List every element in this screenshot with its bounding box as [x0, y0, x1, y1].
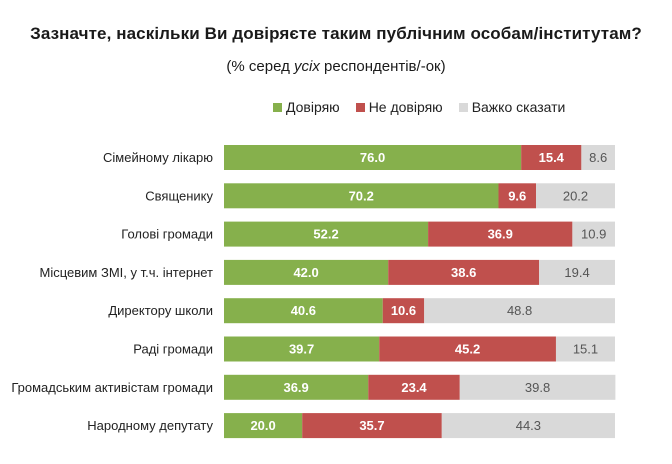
legend-item-trust: Довіряю	[273, 99, 340, 115]
data-label-hard-to-say: 20.2	[563, 188, 588, 203]
legend-item-distrust: Не довіряю	[355, 99, 443, 115]
data-label-hard-to-say: 19.4	[564, 265, 589, 280]
legend-label-distrust: Не довіряю	[368, 99, 443, 115]
data-label-trust: 52.2	[313, 227, 338, 242]
data-label-trust: 20.0	[250, 418, 275, 433]
category-label: Священику	[145, 188, 213, 203]
bar-segment-trust	[224, 413, 303, 439]
bar-segment-hard-to-say	[536, 183, 615, 209]
bar-segment-trust	[224, 183, 499, 209]
bar-segment-hard-to-say	[572, 221, 615, 247]
bar-segment-trust	[224, 259, 389, 285]
chart-legend: Довіряю Не довіряю Важко сказати	[273, 99, 581, 115]
chart-subtitle: (% серед усіх респондентів/-ок)	[0, 58, 672, 75]
data-label-trust: 39.7	[289, 342, 314, 357]
data-label-hard-to-say: 39.8	[525, 380, 550, 395]
bar-segment-distrust	[302, 413, 442, 439]
subtitle-emphasis: усіх	[294, 58, 320, 75]
category-label: Директору школи	[108, 303, 213, 318]
data-label-hard-to-say: 15.1	[573, 342, 598, 357]
data-label-distrust: 36.9	[488, 227, 513, 242]
data-label-trust: 36.9	[283, 380, 308, 395]
data-label-distrust: 15.4	[539, 150, 565, 165]
category-label: Сімейному лікарю	[103, 150, 213, 165]
chart-title: Зазначте, наскільки Ви довіряєте таким п…	[30, 24, 642, 43]
bar-segment-trust	[224, 298, 383, 324]
legend-swatch-hard-to-say	[458, 102, 468, 112]
bar-segment-trust	[224, 336, 380, 362]
bar-segment-hard-to-say	[459, 374, 616, 400]
bar-segment-distrust	[382, 298, 425, 324]
data-label-hard-to-say: 48.8	[507, 303, 532, 318]
data-label-trust: 76.0	[360, 150, 385, 165]
bar-segment-distrust	[388, 259, 540, 285]
data-label-distrust: 38.6	[451, 265, 476, 280]
data-label-trust: 70.2	[349, 188, 374, 203]
legend-swatch-trust	[273, 102, 282, 112]
legend-item-hard-to-say: Важко сказати	[458, 99, 566, 115]
data-label-hard-to-say: 44.3	[516, 418, 541, 433]
subtitle-prefix: (% серед	[226, 58, 295, 75]
legend-label-trust: Довіряю	[286, 99, 340, 115]
category-label: Народному депутату	[87, 418, 213, 433]
subtitle-suffix: респондентів/-ок)	[319, 58, 446, 75]
data-label-trust: 40.6	[291, 303, 316, 318]
bar-segment-hard-to-say	[581, 145, 615, 170]
bar-segment-hard-to-say	[441, 413, 615, 439]
category-label: Голові громади	[121, 227, 213, 242]
data-label-distrust: 10.6	[391, 303, 416, 318]
bar-segment-distrust	[498, 183, 537, 209]
bar-segment-hard-to-say	[424, 298, 615, 324]
bar-segment-trust	[224, 221, 429, 247]
bar-segment-trust	[224, 145, 522, 170]
bar-segment-distrust	[428, 221, 573, 247]
bar-segment-distrust	[521, 145, 582, 170]
category-label: Громадським активістам громади	[11, 380, 213, 395]
data-label-distrust: 9.6	[508, 188, 526, 203]
bar-segment-hard-to-say	[539, 259, 615, 285]
category-label: Раді громади	[133, 342, 213, 357]
category-label: Місцевим ЗМІ, у т.ч. інтернет	[40, 265, 214, 280]
data-label-hard-to-say: 8.6	[589, 150, 607, 165]
bar-segment-trust	[224, 374, 369, 400]
legend-label-hard-to-say: Важко сказати	[471, 99, 566, 115]
bar-segment-distrust	[379, 336, 556, 362]
data-label-distrust: 35.7	[359, 418, 384, 433]
data-label-trust: 42.0	[293, 265, 318, 280]
data-label-distrust: 23.4	[401, 380, 427, 395]
bar-segment-distrust	[368, 374, 460, 400]
data-label-distrust: 45.2	[455, 342, 480, 357]
bar-segment-hard-to-say	[555, 336, 615, 362]
legend-swatch-distrust	[355, 102, 365, 112]
data-label-hard-to-say: 10.9	[581, 227, 606, 242]
